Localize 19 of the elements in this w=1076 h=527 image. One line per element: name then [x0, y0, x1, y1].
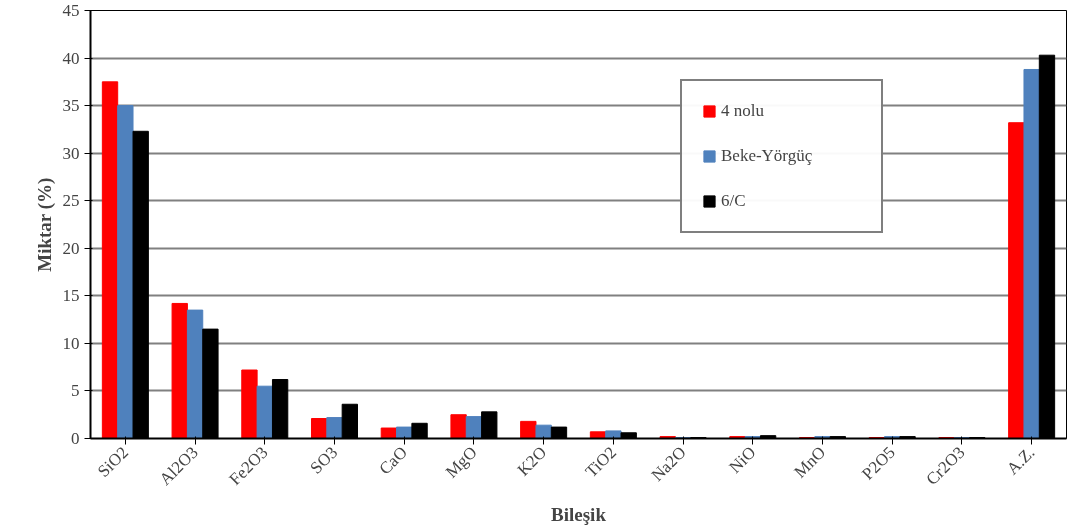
- x-tick-label: A.Z.: [1002, 442, 1039, 479]
- x-tick-label: NiO: [725, 442, 760, 477]
- legend-label: 6/C: [721, 191, 747, 211]
- y-tick-label: 45: [62, 1, 80, 20]
- y-tick-label: 30: [62, 143, 80, 163]
- x-tick-label: SO3: [306, 442, 342, 478]
- y-tick-label: 10: [62, 333, 80, 353]
- y-tick-label: 5: [71, 381, 80, 401]
- x-tick-label: CaO: [375, 442, 411, 479]
- y-tick-label: 15: [62, 286, 80, 306]
- y-tick-label: 0: [71, 429, 80, 448]
- x-axis-title: Bileşik: [551, 503, 607, 525]
- y-tick-label: 20: [62, 238, 80, 258]
- y-tick-label: 35: [62, 96, 80, 116]
- y-tick-label: 25: [62, 191, 80, 211]
- legend-label: 4 nolu: [721, 101, 765, 121]
- y-tick-label: 40: [62, 48, 80, 68]
- legend-label: Beke-Yörgüç: [721, 146, 814, 166]
- y-axis-title: Miktar (%): [33, 177, 56, 272]
